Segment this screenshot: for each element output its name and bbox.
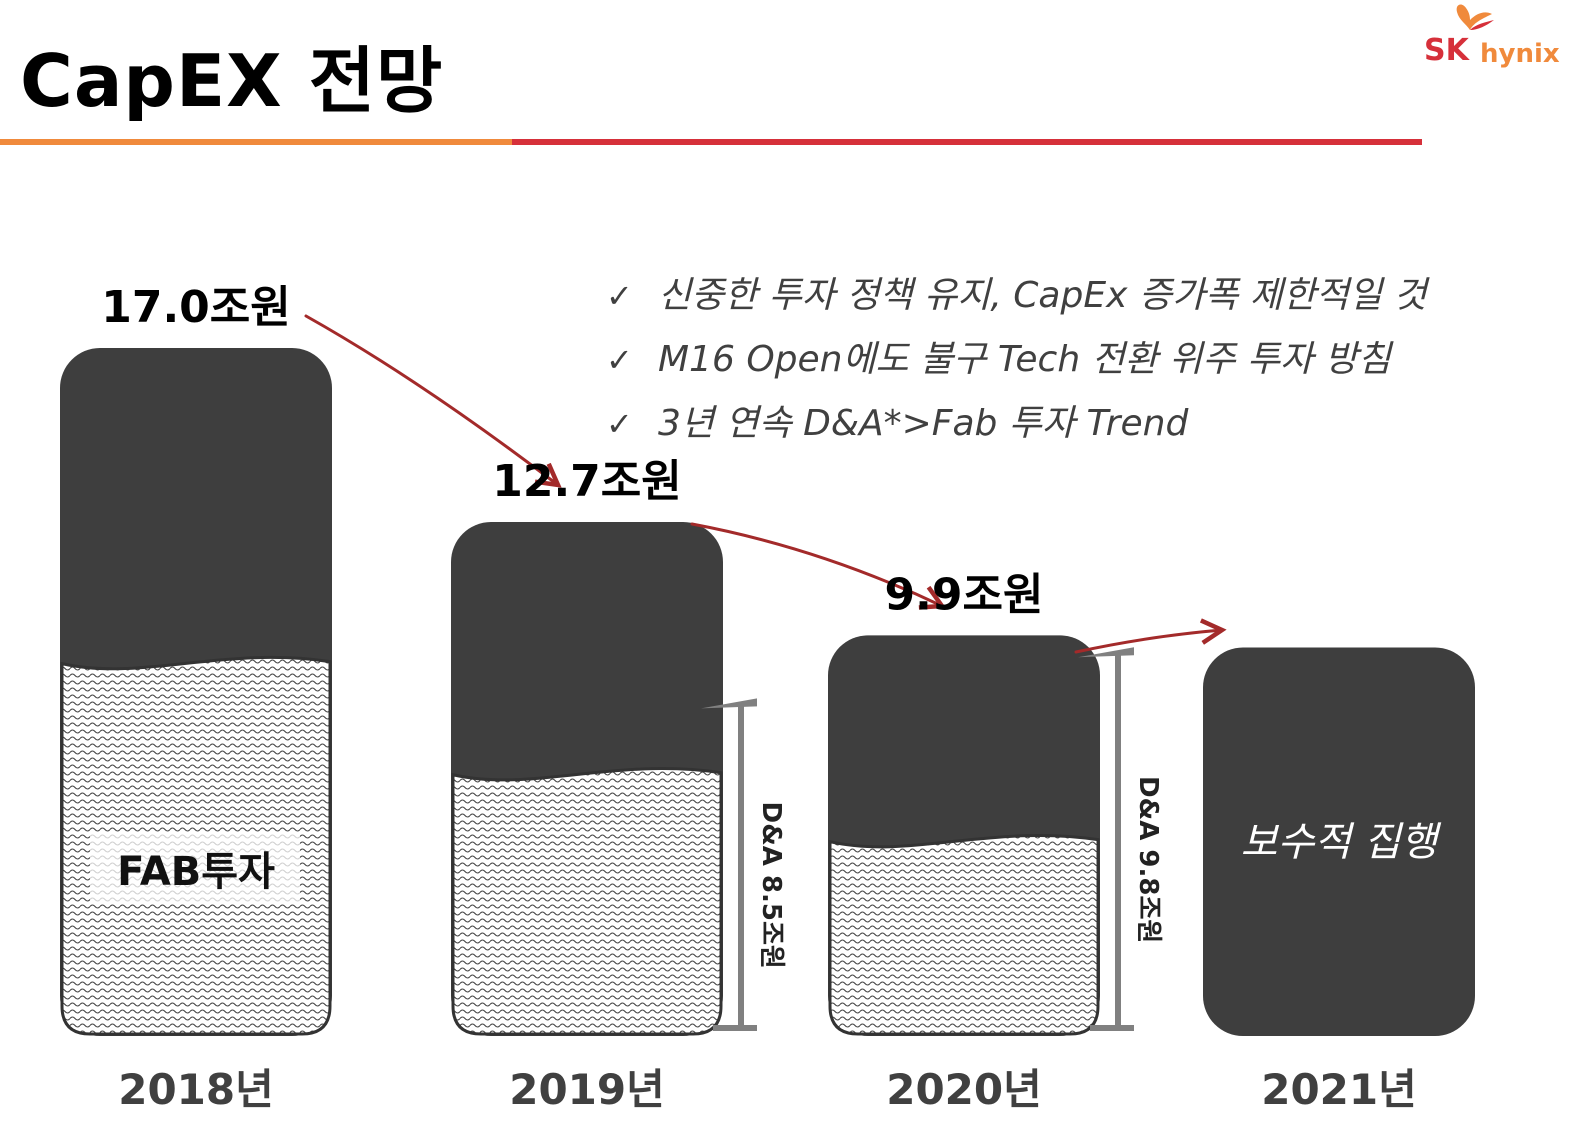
category-label: 2018년 — [118, 1065, 274, 1114]
page-title: CapEX 전망 — [20, 39, 444, 123]
category-label: 2019년 — [509, 1065, 665, 1114]
bar-value-label: 9.9조원 — [885, 569, 1044, 620]
check-icon: ✓ — [606, 341, 633, 379]
inner-label-backdrop — [90, 834, 300, 904]
category-label: 2020년 — [886, 1065, 1042, 1114]
bar-body — [1203, 647, 1475, 1036]
butterfly-icon — [1456, 4, 1492, 30]
dna-label: D&A 8.5조원 — [756, 801, 786, 968]
sk-hynix-logo: SK hynix — [1424, 4, 1560, 69]
fab-investment-area — [451, 767, 723, 1036]
logo-product: hynix — [1480, 39, 1560, 69]
inner-label: 보수적 집행 — [1241, 820, 1442, 866]
check-icon: ✓ — [606, 277, 633, 315]
trend-arrow — [690, 522, 942, 606]
key-point: ✓ 3년 연속 D&A*>Fab 투자 Trend — [606, 398, 1427, 462]
dna-bracket-top — [701, 698, 757, 709]
dna-label: D&A 9.8조원 — [1133, 776, 1163, 943]
bar-2020년 — [828, 635, 1100, 1036]
fab-investment-area — [828, 833, 1100, 1036]
bar-2021년 — [1203, 647, 1475, 1036]
key-point-text: 3년 연속 D&A*>Fab 투자 Trend — [658, 403, 1189, 444]
bar-value-label: 12.7조원 — [492, 456, 682, 507]
key-point: ✓ M16 Open에도 불구 Tech 전환 위주 투자 방침 — [606, 334, 1427, 398]
inner-label: FAB투자 — [117, 849, 275, 895]
key-point-text: M16 Open에도 불구 Tech 전환 위주 투자 방침 — [658, 339, 1391, 380]
dna-bracket: D&A 8.5조원 — [701, 698, 786, 1031]
category-label: 2021년 — [1261, 1065, 1417, 1114]
key-points-list: ✓ 신중한 투자 정책 유지, CapEx 증가폭 제한적일 것 ✓ M16 Ope… — [606, 270, 1427, 462]
bar-2018년 — [60, 348, 332, 1036]
check-icon: ✓ — [606, 405, 633, 443]
key-point: ✓ 신중한 투자 정책 유지, CapEx 증가폭 제한적일 것 — [606, 270, 1427, 334]
header-rule-red — [512, 139, 1422, 145]
trend-arrow — [1074, 630, 1222, 654]
bar-value-label: 17.0조원 — [101, 282, 291, 333]
header-rule-orange — [0, 139, 512, 145]
bar-2019년 — [451, 522, 723, 1036]
dna-bracket: D&A 9.8조원 — [1078, 647, 1163, 1031]
logo-brand: SK — [1424, 33, 1471, 68]
dna-bracket-top — [1078, 647, 1134, 658]
trend-arrow — [304, 314, 558, 485]
key-point-text: 신중한 투자 정책 유지, CapEx 증가폭 제한적일 것 — [658, 275, 1427, 316]
